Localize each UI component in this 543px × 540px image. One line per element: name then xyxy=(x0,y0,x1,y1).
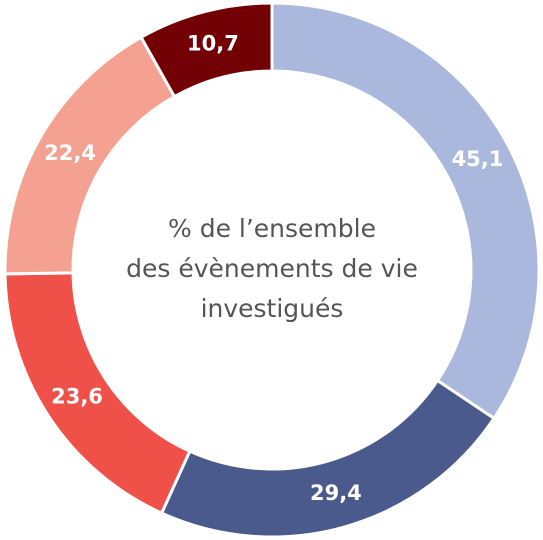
value-label: 10,7 xyxy=(187,32,239,56)
value-label: 29,4 xyxy=(310,481,362,505)
donut-segment xyxy=(270,1,541,421)
value-label: 22,4 xyxy=(44,141,96,165)
center-text: des évènements de vie xyxy=(126,254,418,283)
center-text: % de l’ensemble xyxy=(168,214,376,243)
donut-segment xyxy=(139,1,274,99)
donut-segment xyxy=(159,378,497,539)
center-text: investigués xyxy=(201,294,344,323)
value-label: 45,1 xyxy=(452,147,504,171)
value-label: 23,6 xyxy=(51,385,103,409)
